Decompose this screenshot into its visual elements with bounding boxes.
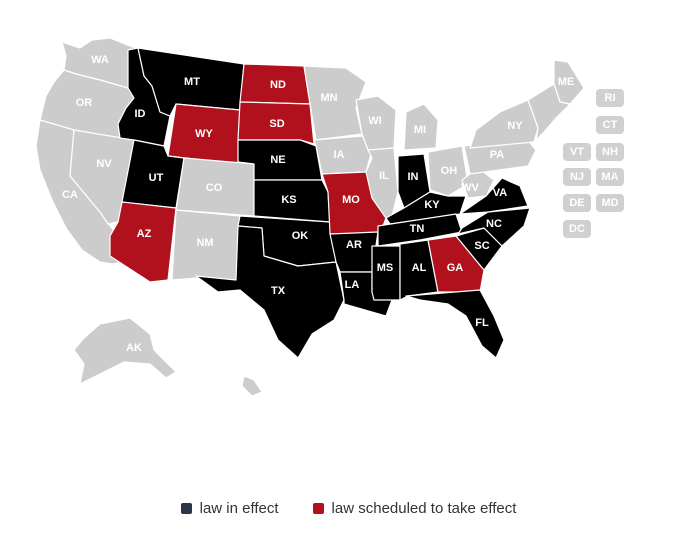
label-SC: SC (474, 240, 489, 252)
pill-CT[interactable]: CT (596, 116, 624, 134)
label-NM: NM (196, 237, 213, 249)
label-AR: AR (346, 239, 362, 251)
label-VA: VA (493, 187, 508, 199)
state-NE-region (527, 83, 571, 141)
state-labels: WA OR CA NV ID MT WY UT AZ CO NM ND SD N… (62, 54, 574, 396)
svg-text:DE: DE (569, 197, 584, 209)
svg-text:RI: RI (605, 92, 616, 104)
state-OH[interactable] (427, 145, 469, 197)
legend-label-in-effect: law in effect (199, 499, 279, 517)
legend-swatch-scheduled (312, 502, 324, 514)
label-LA: LA (345, 279, 360, 291)
state-shapes (35, 37, 585, 397)
label-IA: IA (334, 149, 345, 161)
pill-NJ[interactable]: NJ (563, 168, 591, 186)
pill-DC[interactable]: DC (563, 220, 591, 238)
label-ND: ND (270, 79, 286, 91)
label-MO: MO (342, 194, 360, 206)
state-HI[interactable] (241, 375, 263, 397)
label-KS: KS (281, 194, 296, 206)
label-WA: WA (91, 54, 109, 66)
state-AL[interactable] (399, 239, 439, 301)
state-AK[interactable] (73, 317, 177, 385)
label-ME: ME (558, 76, 575, 88)
label-FL: FL (475, 317, 489, 329)
label-NY: NY (507, 120, 523, 132)
pill-MD[interactable]: MD (596, 194, 624, 212)
label-OR: OR (76, 97, 93, 109)
label-ID: ID (135, 108, 146, 120)
pill-NH[interactable]: NH (596, 143, 624, 161)
label-WV: WV (461, 182, 479, 194)
legend-swatch-in-effect (180, 502, 192, 514)
label-CO: CO (206, 182, 223, 194)
label-OK: OK (292, 230, 309, 242)
state-NY[interactable] (469, 99, 539, 149)
pill-RI[interactable]: RI (596, 89, 624, 107)
state-AZ[interactable] (109, 201, 177, 283)
svg-text:CT: CT (603, 119, 618, 131)
label-HI: HI (227, 384, 238, 396)
state-TX[interactable] (195, 225, 345, 359)
legend: law in effect law scheduled to take effe… (0, 497, 697, 519)
label-GA: GA (447, 262, 464, 274)
state-IL[interactable] (365, 147, 399, 225)
svg-text:MA: MA (601, 171, 618, 183)
label-MN: MN (320, 92, 337, 104)
label-NV: NV (96, 158, 112, 170)
label-NE: NE (270, 154, 285, 166)
label-AZ: AZ (137, 228, 152, 240)
pill-VT[interactable]: VT (563, 143, 591, 161)
legend-item-scheduled[interactable]: law scheduled to take effect (312, 499, 517, 517)
label-AK: AK (126, 342, 142, 354)
legend-label-scheduled: law scheduled to take effect (331, 499, 517, 517)
label-IL: IL (379, 170, 389, 182)
state-FL[interactable] (405, 289, 505, 359)
legend-item-in-effect[interactable]: law in effect (180, 499, 279, 517)
state-MS[interactable] (371, 245, 401, 301)
label-MI: MI (414, 124, 426, 136)
label-OH: OH (441, 165, 458, 177)
label-PA: PA (490, 149, 505, 161)
state-MN[interactable] (303, 65, 367, 141)
label-CA: CA (62, 189, 78, 201)
label-TN: TN (410, 223, 425, 235)
state-GA[interactable] (427, 235, 485, 293)
svg-text:VT: VT (570, 146, 584, 158)
svg-text:NJ: NJ (570, 171, 584, 183)
state-TN[interactable] (377, 213, 463, 247)
small-state-pills: RI CT VT NH NJ MA DE MD DC (563, 89, 624, 238)
label-NC: NC (486, 218, 502, 230)
svg-text:NH: NH (602, 146, 618, 158)
label-AL: AL (412, 262, 427, 274)
state-AR[interactable] (329, 231, 379, 273)
label-IN: IN (408, 171, 419, 183)
label-TX: TX (271, 285, 286, 297)
pill-DE[interactable]: DE (563, 194, 591, 212)
label-WY: WY (195, 128, 213, 140)
label-SD: SD (269, 118, 284, 130)
label-MT: MT (184, 76, 200, 88)
label-MS: MS (377, 262, 394, 274)
svg-text:MD: MD (601, 197, 618, 209)
label-KY: KY (424, 199, 440, 211)
us-map: WA OR CA NV ID MT WY UT AZ CO NM ND SD N… (35, 37, 624, 397)
pill-MA[interactable]: MA (596, 168, 624, 186)
svg-text:DC: DC (569, 223, 585, 235)
state-MI[interactable] (403, 103, 439, 151)
label-UT: UT (149, 172, 164, 184)
label-WI: WI (368, 115, 381, 127)
